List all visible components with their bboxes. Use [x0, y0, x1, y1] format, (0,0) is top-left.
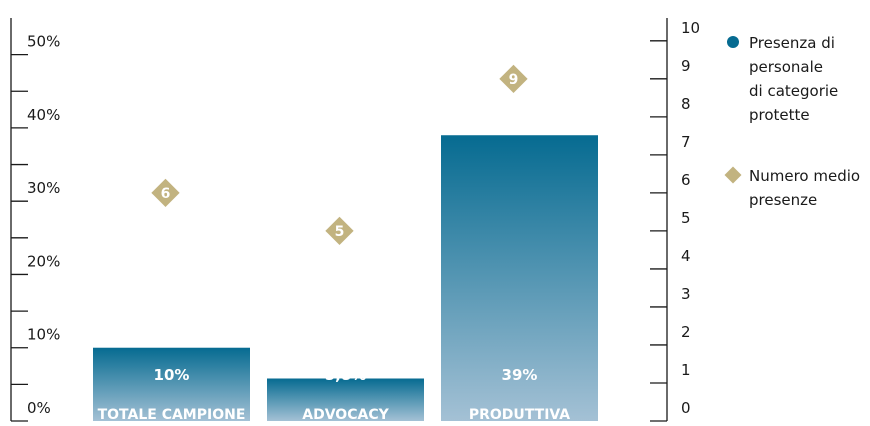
legend-item-numero-medio: Numero medio presenze [724, 166, 860, 209]
right-tick-label: 2 [681, 323, 691, 341]
right-tick-label: 5 [681, 209, 691, 227]
legend-diamond-marker [724, 166, 742, 184]
right-tick-label: 4 [681, 247, 691, 265]
bar [267, 378, 424, 421]
bar [441, 135, 598, 421]
bar [93, 347, 250, 421]
legend-line: personale [749, 58, 823, 76]
right-tick-label: 8 [681, 95, 691, 113]
bars-group: 10% TOTALE CAMPIONE 5,8% ADVOCACY 39% PRODUTT… [93, 135, 598, 423]
bar-category-label: ADVOCACY [302, 407, 389, 423]
right-tick-label: 7 [681, 133, 691, 151]
bar-category-label: PRODUTTIVA [469, 407, 570, 423]
right-tick-label: 6 [681, 171, 691, 189]
legend-line: Numero medio [749, 167, 860, 185]
left-tick-label: 40% [27, 106, 60, 124]
diamond-value-label: 6 [161, 186, 171, 202]
right-tick-label: 9 [681, 57, 691, 75]
left-tick-label: 50% [27, 33, 60, 51]
right-tick-label: 0 [681, 399, 691, 417]
left-tick-label: 30% [27, 179, 60, 197]
right-y-axis: 0 1 2 3 4 5 6 7 8 9 10 [650, 18, 700, 422]
legend-line: presenze [749, 191, 817, 209]
left-tick-label: 0% [27, 399, 51, 417]
left-y-axis: 0% 10% 20% 30% 40% 50% [10, 18, 60, 422]
left-tick-label: 10% [27, 326, 60, 344]
legend-item-presenza: Presenza di personale di categorie prote… [727, 34, 838, 124]
right-tick-label: 1 [681, 361, 691, 379]
diamond-value-label: 5 [335, 224, 345, 240]
bar-category-label: TOTALE CAMPIONE [98, 407, 246, 423]
diamond-value-label: 9 [509, 72, 519, 88]
bar-value-label: 39% [502, 366, 538, 384]
legend: Presenza di personale di categorie prote… [724, 34, 860, 209]
legend-line: di categorie [749, 82, 838, 100]
right-tick-label: 10 [681, 19, 700, 37]
legend-circle-marker [727, 36, 739, 48]
left-tick-label: 20% [27, 252, 60, 270]
legend-line: protette [749, 106, 810, 124]
bar-value-label: 5,8% [325, 366, 367, 384]
legend-line: Presenza di [749, 34, 835, 52]
bar-value-label: 10% [154, 366, 190, 384]
right-tick-label: 3 [681, 285, 691, 303]
